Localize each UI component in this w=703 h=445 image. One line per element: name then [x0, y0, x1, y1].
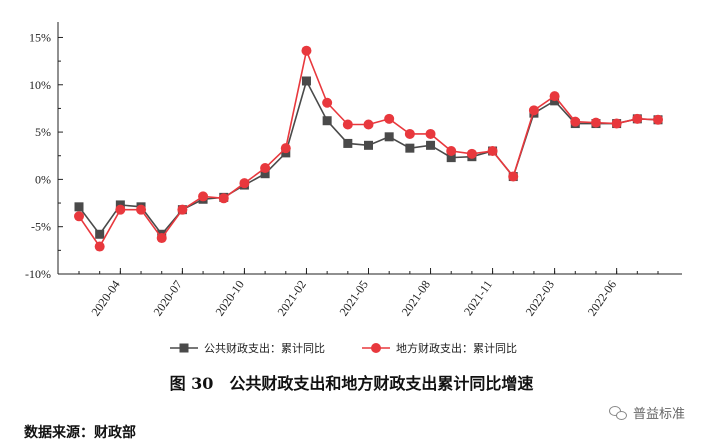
series-line [78, 78, 659, 236]
data-point [632, 113, 643, 124]
data-point [404, 128, 415, 139]
chart-series [74, 45, 663, 252]
data-point [239, 178, 250, 189]
data-point [260, 163, 271, 174]
data-point [198, 191, 209, 202]
data-point [136, 204, 147, 215]
data-point [74, 211, 84, 222]
data-point [549, 91, 560, 102]
legend-marker [179, 343, 189, 353]
series-2 [74, 45, 663, 252]
chart-axes: -10% -5% 0% 5% 10% 15% 2020-04 2020-07 2020-10 20… [25, 22, 682, 318]
data-point [508, 171, 519, 182]
data-point [487, 146, 498, 156]
watermark-text: 普益标准 [632, 407, 685, 422]
data-point [363, 119, 374, 130]
data-source: 数据来源：财政部 [24, 425, 136, 441]
y-tick-label: 0% [35, 172, 51, 186]
data-point [425, 128, 436, 139]
legend-item-2: 地方财政支出：累计同比 [362, 341, 517, 355]
data-point [405, 143, 415, 153]
data-point [280, 143, 291, 154]
data-point [446, 153, 456, 163]
data-point [466, 148, 477, 159]
watermark: 普益标准 [608, 403, 685, 422]
x-tick-label: 2020-07 [150, 278, 184, 319]
data-point [384, 113, 395, 124]
data-point [446, 146, 457, 156]
data-point [260, 169, 270, 179]
y-tick-label: 15% [29, 30, 51, 44]
data-point [611, 118, 622, 129]
data-point [364, 140, 373, 150]
chart-legend: 公共财政支出：累计同比 地方财政支出：累计同比 [170, 341, 517, 355]
x-tick-label: 2020-10 [212, 278, 246, 319]
data-point [74, 202, 84, 212]
data-point [301, 45, 312, 56]
x-tick-label: 2020-04 [88, 278, 122, 319]
data-point [115, 204, 126, 215]
y-tick-label: 5% [35, 125, 51, 139]
data-point [384, 132, 394, 142]
data-point [342, 119, 353, 130]
data-point [95, 229, 105, 239]
data-point [570, 116, 581, 127]
x-tick-label: 2021-05 [337, 278, 371, 319]
data-point [322, 97, 333, 108]
legend-label: 地方财政支出：累计同比 [396, 341, 517, 355]
legend-label: 公共财政支出：累计同比 [204, 341, 325, 355]
data-point [218, 193, 229, 204]
data-point [322, 116, 332, 126]
x-tick-label: 2021-11 [461, 278, 495, 318]
data-point [156, 233, 167, 244]
data-point [426, 140, 436, 150]
chart: -10% -5% 0% 5% 10% 15% 2020-04 2020-07 2020-10 20… [25, 22, 682, 355]
figure-caption: 图 30 公共财政支出和地方财政支出累计同比增速 [169, 374, 534, 393]
data-point [343, 138, 353, 148]
data-point [94, 241, 105, 252]
series-1 [74, 76, 663, 239]
x-tick-label: 2022-03 [523, 278, 557, 319]
data-point [301, 76, 311, 86]
legend-item-1: 公共财政支出：累计同比 [170, 341, 325, 355]
data-point [528, 105, 539, 116]
x-tick-label: 2021-02 [275, 278, 309, 319]
x-tick-label: 2021-08 [399, 278, 433, 319]
wechat-icon [608, 405, 627, 420]
legend-marker [371, 343, 381, 353]
data-point [177, 204, 188, 215]
y-tick-label: -5% [31, 220, 51, 234]
y-tick-label: 10% [29, 78, 51, 92]
data-point [653, 114, 663, 125]
x-tick-label: 2022-06 [585, 278, 619, 319]
data-point [590, 117, 601, 128]
y-tick-label: -10% [25, 267, 51, 281]
